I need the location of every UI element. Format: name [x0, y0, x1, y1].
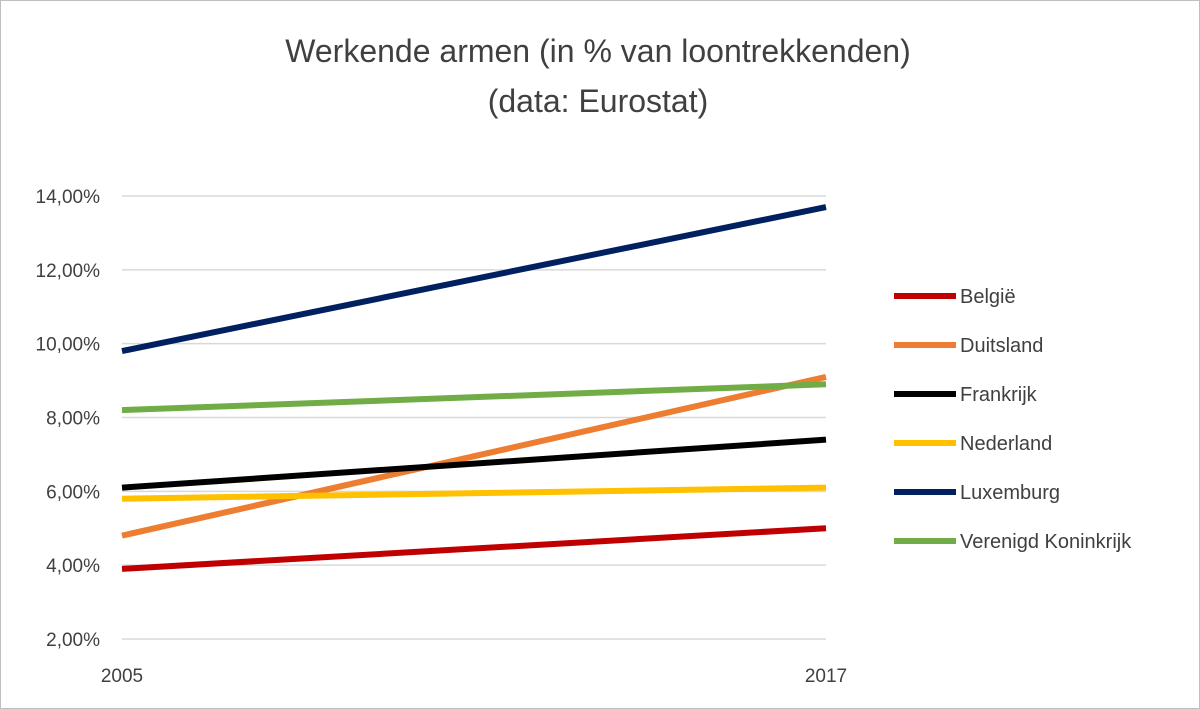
legend-label: Frankrijk: [960, 384, 1038, 406]
series-line: [121, 525, 827, 572]
series-line: [121, 204, 827, 354]
series-line: [121, 484, 827, 502]
y-tick-label: 10,00%: [36, 335, 101, 356]
chart-title: Werkende armen (in % van loontrekkenden): [285, 33, 911, 69]
y-axis-ticks: 2,00% 4,00% 6,00% 8,00% 10,00% 12,00% 14,00%: [36, 187, 101, 651]
legend-label: Nederland: [960, 433, 1052, 455]
legend: België Duitsland Frankrijk Nederland Luxembu…: [894, 286, 1132, 553]
chart-subtitle: (data: Eurostat): [488, 83, 709, 119]
y-tick-label: 6,00%: [46, 482, 100, 503]
y-tick-label: 4,00%: [46, 556, 100, 577]
y-tick-label: 14,00%: [36, 187, 101, 208]
legend-label: België: [960, 286, 1016, 308]
y-tick-label: 12,00%: [36, 261, 101, 282]
series-line: [121, 436, 827, 491]
x-axis-ticks: 2005 2017: [101, 666, 847, 687]
gridlines: [122, 195, 826, 640]
legend-label: Duitsland: [960, 335, 1043, 357]
legend-label: Verenigd Koninkrijk: [960, 531, 1132, 553]
x-tick-label: 2005: [101, 666, 143, 687]
x-tick-label: 2017: [805, 666, 847, 687]
series-lines: [121, 204, 827, 572]
series-line: [121, 381, 827, 414]
legend-label: Luxemburg: [960, 482, 1060, 504]
y-tick-label: 2,00%: [46, 630, 100, 651]
series-line: [121, 373, 827, 539]
y-tick-label: 8,00%: [46, 409, 100, 430]
